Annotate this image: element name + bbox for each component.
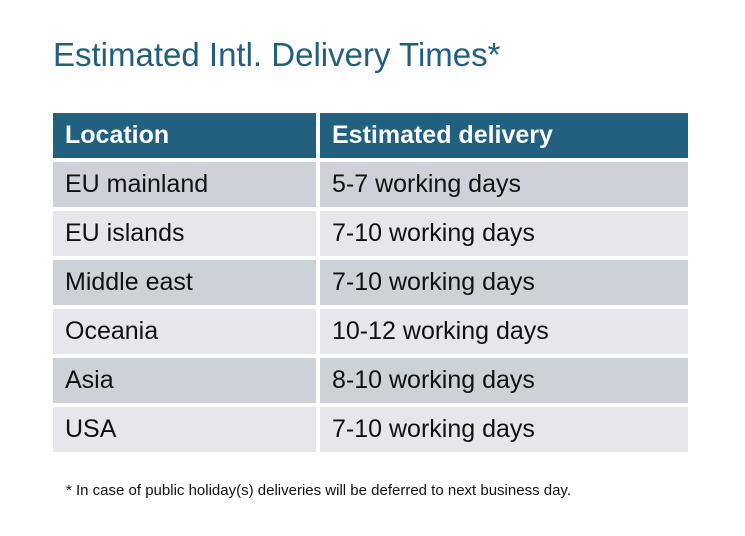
table-row: Middle east 7-10 working days xyxy=(53,260,688,309)
location-cell: EU islands xyxy=(53,211,320,260)
page-title: Estimated Intl. Delivery Times* xyxy=(53,36,501,73)
location-cell: EU mainland xyxy=(53,162,320,211)
delivery-cell: 7-10 working days xyxy=(320,407,688,456)
table-row: Oceania 10-12 working days xyxy=(53,309,688,358)
delivery-times-table: Location Estimated delivery EU mainland 5… xyxy=(53,113,688,456)
table-row: USA 7-10 working days xyxy=(53,407,688,456)
location-cell: Oceania xyxy=(53,309,320,358)
location-cell: Middle east xyxy=(53,260,320,309)
table-row: Asia 8-10 working days xyxy=(53,358,688,407)
location-cell: USA xyxy=(53,407,320,456)
delivery-cell: 8-10 working days xyxy=(320,358,688,407)
table-row: EU mainland 5-7 working days xyxy=(53,162,688,211)
footnote: * In case of public holiday(s) deliverie… xyxy=(66,482,571,499)
delivery-cell: 7-10 working days xyxy=(320,211,688,260)
header-location: Location xyxy=(53,113,320,162)
delivery-cell: 10-12 working days xyxy=(320,309,688,358)
table-header-row: Location Estimated delivery xyxy=(53,113,688,162)
delivery-cell: 7-10 working days xyxy=(320,260,688,309)
delivery-cell: 5-7 working days xyxy=(320,162,688,211)
table-row: EU islands 7-10 working days xyxy=(53,211,688,260)
header-estimated-delivery: Estimated delivery xyxy=(320,113,688,162)
location-cell: Asia xyxy=(53,358,320,407)
